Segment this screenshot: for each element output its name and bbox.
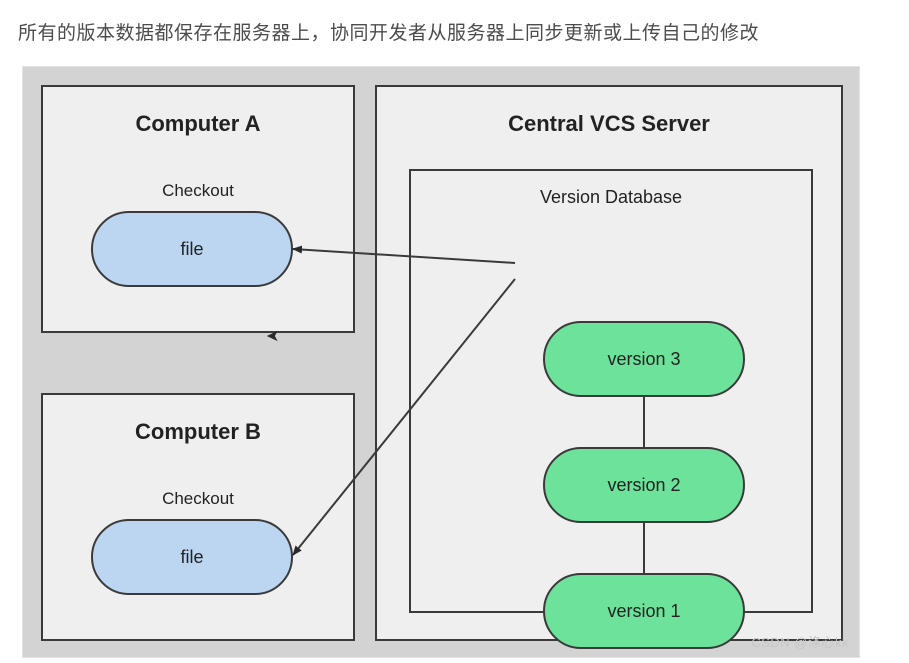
watermark-text: CSDN @涤心kk [751,632,849,651]
computer-b-checkout-label: Checkout [43,489,353,509]
computer-a-file-label: file [180,239,203,260]
version-2-pill: version 2 [543,447,745,523]
computer-b-title: Computer B [43,419,353,445]
computer-b-file-label: file [180,547,203,568]
version-database-box: Version Database version 3 version 2 ver… [409,169,813,613]
version-3-label: version 3 [607,349,680,370]
computer-a-box: Computer A Checkout file [41,85,355,333]
vcs-diagram: Computer A Checkout file Computer B Chec… [22,66,860,658]
version-2-label: version 2 [607,475,680,496]
caption-text: 所有的版本数据都保存在服务器上，协同开发者从服务器上同步更新或上传自己的修改 [18,18,759,45]
computer-b-box: Computer B Checkout file [41,393,355,641]
computer-a-title: Computer A [43,111,353,137]
version-3-pill: version 3 [543,321,745,397]
version-link-3-2 [643,397,645,447]
version-1-label: version 1 [607,601,680,622]
version-1-pill: version 1 [543,573,745,649]
server-title: Central VCS Server [377,111,841,137]
computer-b-file-pill: file [91,519,293,595]
computer-a-checkout-label: Checkout [43,181,353,201]
version-link-2-1 [643,523,645,573]
server-box: Central VCS Server Version Database vers… [375,85,843,641]
computer-a-file-pill: file [91,211,293,287]
version-database-label: Version Database [411,187,811,208]
